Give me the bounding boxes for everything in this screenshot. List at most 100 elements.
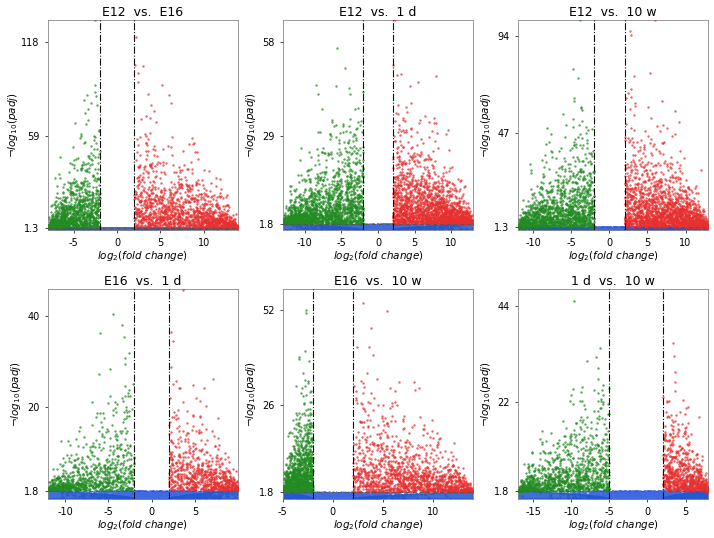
Point xyxy=(196,175,208,184)
Point xyxy=(226,480,238,489)
Point xyxy=(395,189,406,197)
Point xyxy=(349,220,361,229)
Point xyxy=(648,224,659,233)
Point xyxy=(666,482,678,490)
Point xyxy=(100,225,111,233)
Point xyxy=(616,489,628,498)
Point xyxy=(204,216,216,224)
Point xyxy=(156,186,167,195)
Point xyxy=(623,223,634,231)
Point xyxy=(205,490,216,499)
Point xyxy=(124,224,136,232)
Point xyxy=(284,219,296,228)
Point xyxy=(439,213,451,221)
Point xyxy=(573,482,585,490)
Point xyxy=(414,203,426,212)
Point xyxy=(296,441,307,449)
Point xyxy=(570,220,581,228)
Point xyxy=(398,208,410,216)
Point xyxy=(640,487,651,496)
Point xyxy=(74,493,85,501)
Point xyxy=(318,175,329,184)
Point xyxy=(125,224,136,233)
Point xyxy=(384,223,396,231)
Point xyxy=(577,224,588,233)
Point xyxy=(676,194,688,203)
Point xyxy=(376,224,387,233)
Point xyxy=(635,162,647,171)
Point xyxy=(388,469,399,478)
Point xyxy=(110,427,121,436)
Point xyxy=(401,207,412,215)
Point xyxy=(693,486,705,494)
Point xyxy=(698,220,710,229)
Point xyxy=(406,224,418,232)
Point xyxy=(277,492,288,501)
Point xyxy=(131,225,142,234)
Point xyxy=(651,491,663,499)
Point xyxy=(296,480,307,489)
Point xyxy=(615,225,627,233)
Point xyxy=(171,489,182,498)
Point xyxy=(203,220,214,229)
Point xyxy=(54,217,65,226)
Point xyxy=(680,472,692,481)
Point xyxy=(213,202,224,211)
Point xyxy=(436,199,448,207)
Point xyxy=(582,223,593,232)
Point xyxy=(127,489,139,498)
Point xyxy=(231,223,242,231)
Point xyxy=(698,221,709,230)
Point xyxy=(700,469,711,477)
Point xyxy=(155,216,166,225)
Point xyxy=(385,224,396,233)
Point xyxy=(437,219,448,228)
Point xyxy=(568,206,579,215)
Point xyxy=(625,163,636,172)
Point xyxy=(66,194,77,203)
Point xyxy=(361,493,372,501)
Point xyxy=(90,224,101,232)
Point xyxy=(516,484,528,493)
Point xyxy=(353,178,365,186)
Point xyxy=(690,222,701,230)
Point xyxy=(71,224,82,232)
Point xyxy=(662,492,673,500)
Point xyxy=(554,204,565,213)
Point xyxy=(145,489,156,498)
Point xyxy=(645,492,657,500)
Point xyxy=(643,492,654,501)
Point xyxy=(144,492,155,500)
Point xyxy=(151,489,163,497)
Point xyxy=(111,432,123,441)
Point xyxy=(387,474,398,483)
Point xyxy=(543,484,555,493)
Point xyxy=(191,206,202,215)
Point xyxy=(199,190,211,199)
Point xyxy=(656,492,668,500)
Point xyxy=(625,192,637,201)
Point xyxy=(446,477,458,485)
Point xyxy=(355,492,366,500)
Point xyxy=(278,487,289,495)
Point xyxy=(282,210,293,219)
Point xyxy=(461,486,472,495)
Point xyxy=(50,225,61,233)
Point xyxy=(330,211,341,220)
Point xyxy=(600,473,611,482)
Point xyxy=(141,202,153,211)
Point xyxy=(412,202,423,210)
Point xyxy=(352,202,363,210)
Point xyxy=(663,183,675,192)
Point xyxy=(623,225,635,233)
Point xyxy=(343,204,355,213)
Point xyxy=(635,153,647,162)
Point xyxy=(377,426,388,434)
Point xyxy=(675,491,686,499)
Point xyxy=(593,485,604,494)
Point xyxy=(341,489,352,497)
Point xyxy=(308,212,319,221)
Point xyxy=(149,223,161,232)
Point xyxy=(101,225,112,233)
Point xyxy=(660,493,671,502)
